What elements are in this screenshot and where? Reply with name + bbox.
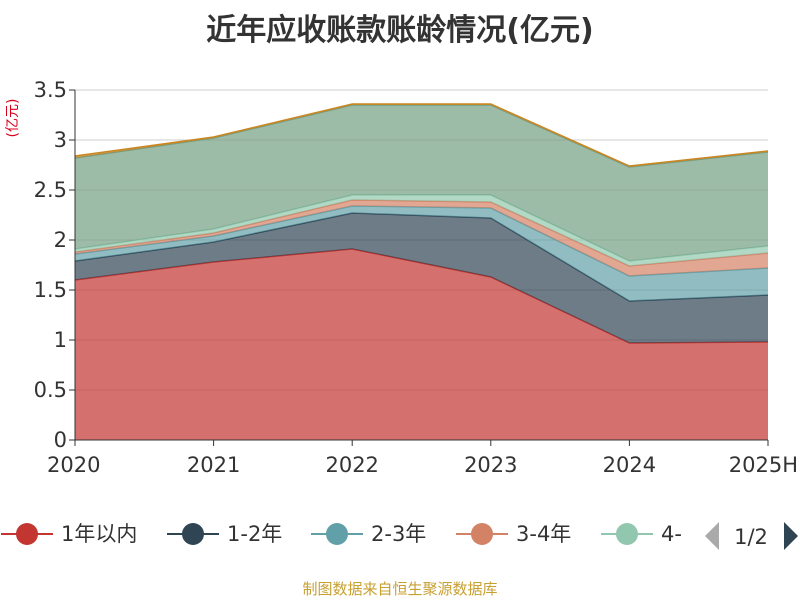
y-axis-unit-label: (亿元) [5, 99, 21, 138]
area-band [75, 249, 768, 440]
x-tick-label: 2022 [325, 453, 378, 477]
area-band [75, 105, 768, 261]
legend-marker [182, 523, 204, 545]
x-tick-label: 2023 [464, 453, 517, 477]
y-tick-label: 1.5 [34, 278, 67, 302]
legend-label: 4- [661, 522, 682, 546]
legend-next-icon[interactable] [784, 522, 798, 550]
chart-title: 近年应收账款账龄情况(亿元) [206, 13, 593, 48]
x-tick-label: 2021 [187, 453, 240, 477]
legend-marker [16, 523, 38, 545]
x-tick-label: 2024 [603, 453, 656, 477]
area-series-line [74, 103, 769, 167]
y-tick-label: 3 [54, 128, 67, 152]
y-tick-label: 2 [54, 228, 67, 252]
legend-marker [471, 523, 493, 545]
x-tick-label: 2020 [47, 453, 100, 477]
axes: 0 0.5 1 1.5 2 2.5 3 3.5 2020 2021 2022 2023 2024 2025… [34, 78, 798, 477]
legend-page-indicator: 1/2 [734, 525, 768, 549]
legend-prev-icon[interactable] [705, 522, 719, 550]
area-series-group [74, 103, 769, 440]
legend: 1年以内 1-2年 2-3年 3-4年 4- [1, 522, 682, 546]
legend-label: 1-2年 [227, 522, 282, 546]
legend-label: 2-3年 [371, 522, 426, 546]
data-source-note: 制图数据来自恒生聚源数据库 [302, 580, 497, 598]
y-tick-label: 2.5 [34, 178, 67, 202]
y-tick-label: 0.5 [34, 378, 67, 402]
legend-pager: 1/2 [705, 522, 798, 550]
legend-marker [616, 523, 638, 545]
area-band [75, 206, 768, 301]
y-tick-label: 0 [54, 428, 67, 452]
area-band [75, 213, 768, 343]
legend-marker [326, 523, 348, 545]
area-band [75, 200, 768, 276]
legend-label: 1年以内 [61, 522, 137, 546]
y-tick-label: 3.5 [34, 78, 67, 102]
x-tick-label: 2025H [729, 453, 798, 477]
y-tick-label: 1 [54, 328, 67, 352]
legend-label: 3-4年 [516, 522, 571, 546]
area-band [75, 195, 768, 266]
